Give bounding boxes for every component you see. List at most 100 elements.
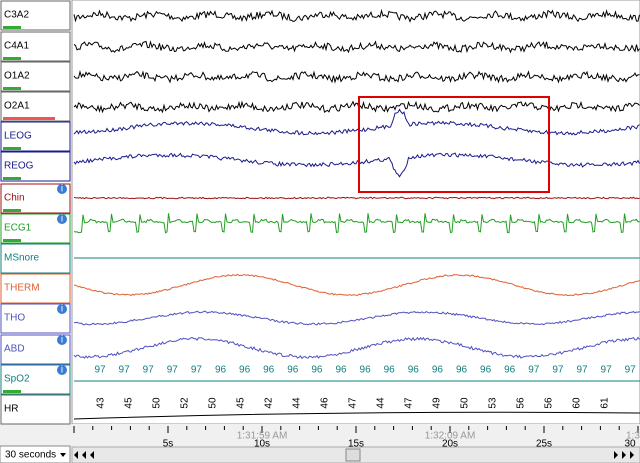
spo2-value: 96 [456, 365, 468, 376]
channel-label: O2A1 [4, 101, 30, 112]
info-icon-label: i [61, 335, 63, 346]
spo2-value: 97 [191, 365, 203, 376]
spo2-value: 97 [119, 365, 131, 376]
info-icon-label: i [61, 214, 63, 225]
channel-box[interactable] [0, 273, 71, 304]
hr-baseline [73, 411, 640, 420]
therm-trace [74, 273, 640, 297]
info-icon-label: i [61, 304, 63, 315]
time-label: 20s [442, 439, 458, 450]
channel-label: ECG1 [4, 223, 32, 234]
signal-bar [3, 390, 21, 393]
spo2-value: 96 [480, 365, 492, 376]
eeg-trace [73, 70, 640, 84]
channel-box[interactable] [0, 0, 71, 31]
spo2-value: 97 [528, 365, 540, 376]
clock-label: 1:32:1 [626, 431, 640, 442]
spo2-value: 97 [576, 365, 588, 376]
info-icon-label: i [61, 184, 63, 195]
highlight-box [358, 96, 550, 193]
spo2-value: 97 [143, 365, 155, 376]
spo2-value: 97 [167, 365, 179, 376]
signal-bar [3, 209, 21, 212]
channel-label: THO [4, 313, 25, 324]
hr-value: 45 [124, 397, 135, 409]
channel-box[interactable] [0, 121, 71, 152]
spo2-value: 96 [432, 365, 444, 376]
dropdown-arrow [60, 453, 66, 457]
channel-label: HR [4, 404, 18, 415]
channel-box[interactable] [0, 243, 71, 274]
channel-label: THERM [4, 283, 40, 294]
hr-value: 49 [432, 397, 443, 409]
eeg-trace [73, 100, 640, 114]
eeg-trace [73, 40, 640, 54]
channel-label: C4A1 [4, 41, 29, 52]
spo2-value: 96 [311, 365, 323, 376]
window-label: 30 seconds [5, 450, 56, 461]
eeg-trace [73, 8, 640, 23]
info-icon[interactable] [57, 304, 67, 314]
trace-area [71, 0, 640, 425]
channel-label: ABD [4, 344, 25, 355]
leog-trace [73, 108, 640, 136]
hr-value: 50 [152, 397, 163, 409]
channel-box[interactable] [0, 151, 71, 182]
spo2-value: 96 [287, 365, 299, 376]
hr-value: 53 [488, 397, 499, 409]
hr-value: 50 [460, 397, 471, 409]
signal-bar [3, 147, 21, 150]
window-select[interactable] [0, 445, 71, 463]
channel-box[interactable] [0, 31, 71, 62]
signal-bar [3, 57, 21, 60]
signal-bar [3, 87, 21, 90]
reog-trace [73, 152, 640, 178]
channel-box[interactable] [0, 61, 71, 92]
info-icon[interactable] [57, 214, 67, 224]
hr-value: 42 [264, 397, 275, 409]
channel-label: SpO2 [4, 374, 30, 385]
spo2-value: 96 [215, 365, 227, 376]
hr-value: 44 [292, 397, 303, 409]
channel-label: MSnore [4, 253, 39, 264]
hr-value: 46 [320, 397, 331, 409]
info-icon[interactable] [57, 184, 67, 194]
spo2-value: 96 [408, 365, 420, 376]
spo2-value: 96 [504, 365, 516, 376]
time-label: 10s [254, 439, 270, 450]
hr-value: 47 [348, 397, 359, 409]
info-icon[interactable] [57, 365, 67, 375]
hr-value: 56 [516, 397, 527, 409]
channel-box[interactable] [0, 91, 71, 122]
spo2-value: 96 [360, 365, 372, 376]
channel-label: Chin [4, 193, 25, 204]
spo2-value: 96 [263, 365, 275, 376]
channel-label: C3A2 [4, 10, 29, 21]
hr-value: 50 [208, 397, 219, 409]
hr-value: 61 [600, 397, 611, 409]
scroll-thumb[interactable] [345, 448, 361, 462]
hr-value: 43 [96, 397, 107, 409]
info-icon[interactable] [57, 335, 67, 345]
signal-bar [3, 26, 21, 29]
channel-label: LEOG [4, 131, 32, 142]
tho-trace [73, 310, 640, 326]
spo2-value: 96 [335, 365, 347, 376]
signal-bar [3, 239, 21, 242]
spo2-value: 97 [552, 365, 564, 376]
time-label: 15s [348, 439, 364, 450]
spo2-value: 96 [384, 365, 396, 376]
hr-value: 56 [544, 397, 555, 409]
ecg-trace [73, 213, 640, 234]
time-label: 5s [163, 439, 174, 450]
spo2-value: 96 [239, 365, 251, 376]
channel-label: O1A2 [4, 71, 30, 82]
hr-value: 45 [236, 397, 247, 409]
channel-box[interactable] [0, 394, 71, 425]
abd-trace [73, 336, 640, 360]
signal-bar [3, 177, 21, 180]
spo2-value: 97 [601, 365, 613, 376]
time-label: 25s [536, 439, 552, 450]
time-label: 30 [624, 439, 636, 450]
